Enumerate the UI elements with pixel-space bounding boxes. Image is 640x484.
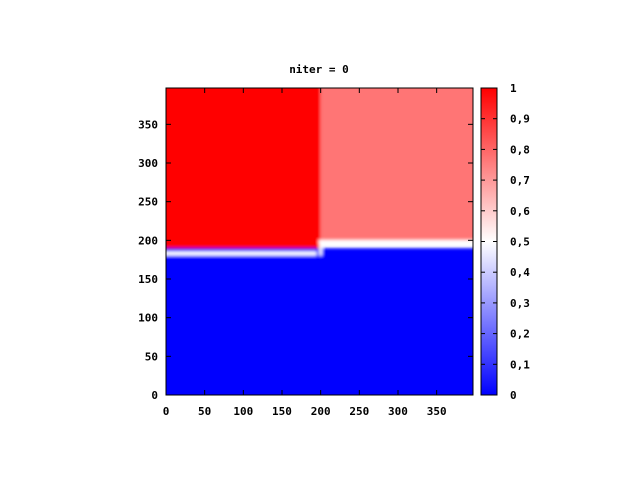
x-tick-label: 100 (233, 405, 253, 418)
colorbar-tick-label: 0,8 (510, 143, 530, 156)
colorbar-tick-label: 0,6 (510, 205, 530, 218)
y-tick-label: 100 (138, 312, 158, 325)
colorbar-tick-label: 0,2 (510, 328, 530, 341)
y-tick-label: 150 (138, 273, 158, 286)
heatmap-region-3 (166, 248, 473, 395)
interface-band-left (166, 251, 317, 256)
y-axis: 0 50 100 150 200 250 300 350 (138, 118, 473, 402)
y-tick-label: 50 (145, 350, 158, 363)
y-tick-label: 350 (138, 118, 158, 131)
x-tick-label: 0 (163, 405, 170, 418)
y-tick-label: 0 (151, 389, 158, 402)
colorbar-tick-label: 0 (510, 389, 517, 402)
colorbar-tick-label: 0,3 (510, 297, 530, 310)
y-tick-label: 300 (138, 157, 158, 170)
y-tick-label: 250 (138, 196, 158, 209)
x-tick-label: 50 (198, 405, 211, 418)
interface-band-right (318, 239, 473, 244)
y-tick-label: 200 (138, 234, 158, 247)
colorbar-tick-label: 0,5 (510, 236, 530, 249)
chart-title: niter = 0 (289, 63, 349, 76)
colorbar-tick-label: 0,7 (510, 174, 530, 187)
colorbar-tick-label: 0,4 (510, 266, 530, 279)
x-tick-label: 200 (311, 405, 331, 418)
x-tick-label: 250 (349, 405, 369, 418)
x-tick-label: 350 (427, 405, 447, 418)
heatmap-field (166, 88, 473, 395)
colorbar-axis: 0 0,1 0,2 0,3 0,4 0,5 0,6 0,7 0,8 0,9 1 (481, 82, 530, 402)
x-tick-label: 150 (272, 405, 292, 418)
colorbar-tick-label: 0,1 (510, 358, 530, 371)
x-axis: 0 50 100 150 200 250 300 350 (163, 88, 447, 418)
colorbar-tick-label: 0,9 (510, 113, 530, 126)
heatmap-region-2 (320, 88, 473, 242)
heatmap-region-1 (166, 88, 321, 254)
x-tick-label: 300 (388, 405, 408, 418)
interface-band-step (319, 241, 323, 256)
plot-frame (165, 87, 474, 396)
colorbar-tick-label: 1 (510, 82, 517, 95)
